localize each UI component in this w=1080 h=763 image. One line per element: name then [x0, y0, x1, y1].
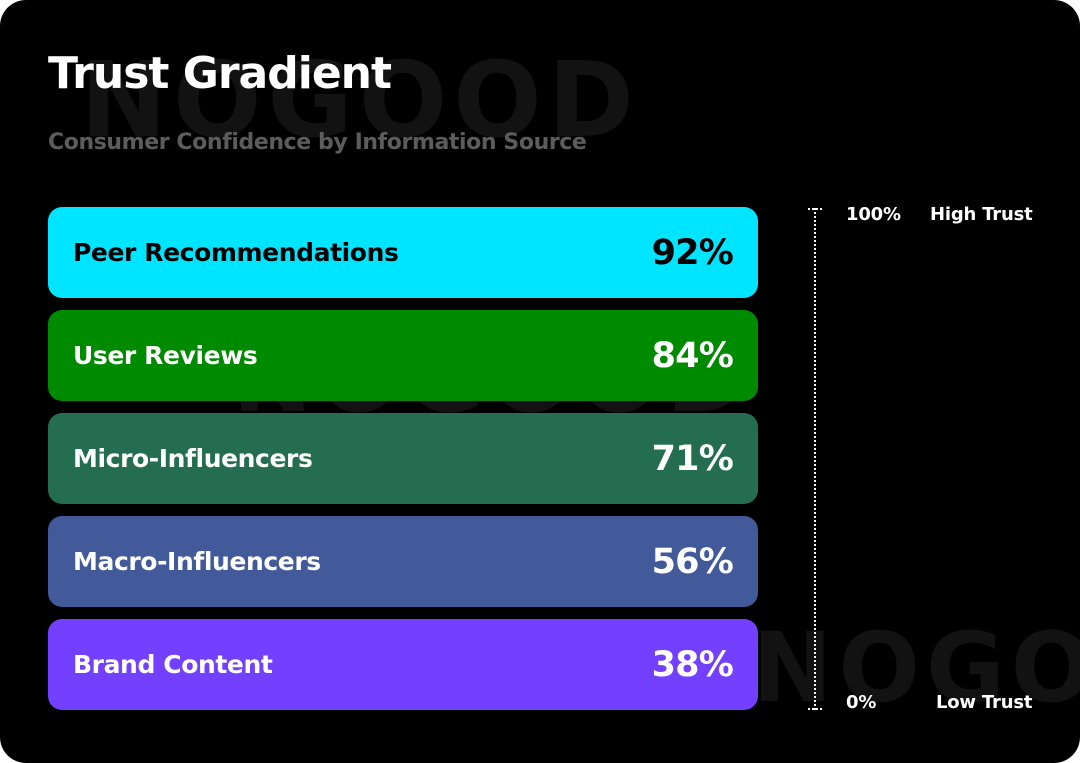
trust-scale-line [814, 208, 816, 710]
bar-label: Micro-Influencers [73, 444, 313, 473]
bar-micro-influencers: Micro-Influencers 71% [48, 413, 758, 504]
bar-macro-influencers: Macro-Influencers 56% [48, 516, 758, 607]
bar-value-label: 71% [651, 438, 734, 479]
chart-subtitle: Consumer Confidence by Information Sourc… [48, 130, 587, 155]
trust-scale-bottom-cap [808, 708, 822, 710]
scale-top-value: 100% [846, 204, 901, 225]
bar-label: User Reviews [73, 341, 258, 370]
bar-list: Peer Recommendations 92% User Reviews 84% Mi… [48, 207, 758, 710]
bar-value-label: 84% [651, 335, 734, 376]
bar-user-reviews: User Reviews 84% [48, 310, 758, 401]
bar-value-label: 56% [651, 541, 734, 582]
bar-label: Brand Content [73, 650, 273, 679]
bar-label: Macro-Influencers [73, 547, 321, 576]
watermark-logo: NOGOOD [80, 39, 640, 161]
bar-brand-content: Brand Content 38% [48, 619, 758, 710]
bar-peer-recommendations: Peer Recommendations 92% [48, 207, 758, 298]
scale-top-label: High Trust [930, 204, 1033, 225]
bar-value-label: 92% [651, 232, 734, 273]
scale-bottom-label: Low Trust [936, 692, 1033, 713]
bar-value-label: 38% [651, 644, 734, 685]
trust-scale-top-cap [808, 208, 822, 210]
chart-title: Trust Gradient [48, 48, 392, 99]
bar-label: Peer Recommendations [73, 238, 399, 267]
watermark-logo: NOGOOD [752, 612, 1080, 724]
scale-bottom-value: 0% [846, 692, 877, 713]
